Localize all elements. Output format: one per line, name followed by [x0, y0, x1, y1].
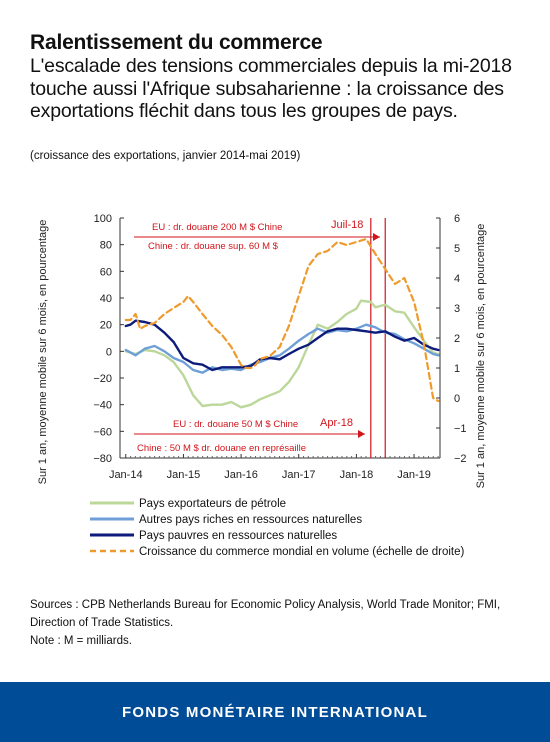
- y-right-tick-label: 2: [454, 333, 460, 345]
- y-left-tick-label: 80: [100, 240, 112, 252]
- series-lines: [124, 237, 440, 409]
- y-left-tick-label: 40: [100, 293, 112, 305]
- y-left-tick-label: 20: [100, 320, 112, 332]
- y-left-axis-title: Sur 1 an, moyenne mobile sur 6 mois, en …: [37, 220, 49, 485]
- y-left-tick-label: −80: [93, 453, 112, 465]
- sources-block: Sources : CPB Netherlands Bureau for Eco…: [30, 596, 525, 650]
- y-right-tick-label: 1: [454, 363, 460, 375]
- sources-text: Sources : CPB Netherlands Bureau for Eco…: [30, 599, 501, 629]
- y-right-tick-label: 4: [454, 273, 460, 285]
- line-chart: 100 80 60 40 20 0 −20 −40 −60 −80 6 5 4 3 2 1 0 −1 −2 Jan…: [37, 213, 487, 558]
- series-line-0: [124, 299, 440, 409]
- x-tick-label: Jan-15: [167, 469, 201, 481]
- marker-label-apr-18: Apr-18: [320, 417, 353, 429]
- y-left-tick-label: −20: [93, 373, 112, 385]
- footer-banner: FONDS MONÉTAIRE INTERNATIONAL: [0, 682, 550, 742]
- x-tick-label: Jan-14: [109, 469, 143, 481]
- y-left-tick-label: −60: [93, 426, 112, 438]
- y-right-tick-label: −2: [454, 453, 467, 465]
- x-tick-label: Jan-16: [224, 469, 258, 481]
- x-tick-label: Jan-19: [397, 469, 431, 481]
- bottom-arrow-head: [358, 430, 365, 438]
- x-tick-label: Jan-18: [340, 469, 374, 481]
- legend-label-other-rich: Autres pays riches en ressources naturel…: [139, 514, 362, 526]
- top-arrow-head: [373, 233, 380, 241]
- series-line-1: [124, 323, 440, 374]
- y-left-tick-label: 100: [94, 213, 112, 225]
- annotation-us-200: EU : dr. douane 200 M $ Chine: [152, 222, 282, 233]
- x-tick-label: Jan-17: [282, 469, 316, 481]
- legend-label-oil: Pays exportateurs de pétrole: [139, 498, 286, 510]
- y-right-tick-label: −1: [454, 423, 467, 435]
- y-right-tick-label: 6: [454, 213, 460, 225]
- series-line-2: [124, 319, 440, 372]
- series-line-3: [124, 237, 440, 403]
- x-ticks: Jan-14 Jan-15 Jan-16 Jan-17 Jan-18 Jan-19: [109, 454, 439, 481]
- chart-range-note: (croissance des exportations, janvier 20…: [30, 150, 301, 162]
- footer-org-name: FONDS MONÉTAIRE INTERNATIONAL: [122, 703, 428, 721]
- y-right-tick-label: 0: [454, 393, 460, 405]
- chart-subtitle: L'escalade des tensions commerciales dep…: [30, 55, 512, 122]
- legend: Pays exportateurs de pétrole Autres pays…: [90, 498, 465, 558]
- legend-label-poor: Pays pauvres en ressources naturelles: [139, 530, 337, 542]
- annotation-us-50: EU : dr. douane 50 M $ Chine: [173, 419, 298, 430]
- marker-label-juil-18: Juil-18: [331, 219, 363, 231]
- chart-title: Ralentissement du commerce: [30, 31, 323, 54]
- y-right-tick-label: 3: [454, 303, 460, 315]
- y-left-tick-label: 60: [100, 266, 112, 278]
- event-markers: [370, 218, 386, 458]
- y-left-tick-label: 0: [106, 346, 112, 358]
- y-right-axis-title: Sur 1 an, moyenne mobile sur 6 mois, en …: [475, 224, 487, 489]
- y-right-ticks: 6 5 4 3 2 1 0 −1 −2: [436, 213, 467, 465]
- y-left-tick-label: −40: [93, 400, 112, 412]
- annotation-china-60: Chine : dr. douane sup. 60 M $: [148, 241, 279, 252]
- legend-label-world-trade: Croissance du commerce mondial en volume…: [139, 546, 465, 558]
- note-text: Note : M = milliards.: [30, 635, 132, 647]
- y-left-ticks: 100 80 60 40 20 0 −20 −40 −60 −80: [93, 213, 124, 465]
- annotation-china-50: Chine : 50 M $ dr. douane en représaille: [137, 443, 306, 454]
- y-right-tick-label: 5: [454, 243, 460, 255]
